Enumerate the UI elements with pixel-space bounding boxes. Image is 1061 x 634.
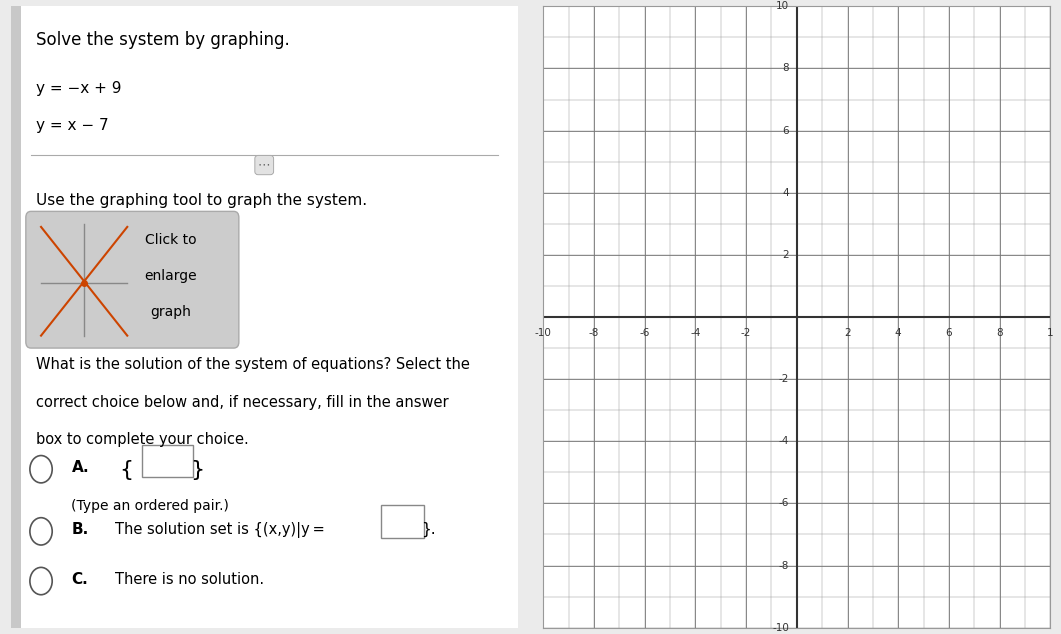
- Text: y = x − 7: y = x − 7: [36, 118, 108, 133]
- Text: A.: A.: [71, 460, 89, 475]
- FancyBboxPatch shape: [25, 211, 239, 348]
- Text: box to complete your choice.: box to complete your choice.: [36, 432, 248, 447]
- Text: 8: 8: [783, 63, 789, 74]
- Text: 4: 4: [783, 188, 789, 198]
- Circle shape: [30, 518, 52, 545]
- Text: The solution set is {(x,y)|y =: The solution set is {(x,y)|y =: [115, 522, 325, 538]
- Text: }.: }.: [421, 522, 436, 537]
- FancyBboxPatch shape: [11, 6, 518, 628]
- Text: (Type an ordered pair.): (Type an ordered pair.): [71, 499, 229, 513]
- Text: correct choice below and, if necessary, fill in the answer: correct choice below and, if necessary, …: [36, 394, 449, 410]
- Text: 6: 6: [783, 126, 789, 136]
- Text: -2: -2: [779, 374, 789, 384]
- Text: Click to: Click to: [144, 233, 196, 247]
- Text: -10: -10: [535, 328, 552, 338]
- Text: B.: B.: [71, 522, 89, 537]
- FancyBboxPatch shape: [142, 445, 193, 477]
- Text: -2: -2: [741, 328, 751, 338]
- Text: -4: -4: [779, 436, 789, 446]
- Text: 1: 1: [1047, 328, 1054, 338]
- Text: Use the graphing tool to graph the system.: Use the graphing tool to graph the syste…: [36, 193, 367, 208]
- Text: 4: 4: [894, 328, 902, 338]
- Text: 2: 2: [783, 250, 789, 260]
- Text: graph: graph: [150, 305, 191, 319]
- Text: -6: -6: [779, 498, 789, 508]
- Text: 8: 8: [996, 328, 1003, 338]
- Text: 10: 10: [776, 1, 789, 11]
- Text: ⋯: ⋯: [258, 158, 271, 172]
- Text: }: }: [191, 460, 205, 480]
- Text: -6: -6: [640, 328, 649, 338]
- Text: C.: C.: [71, 572, 88, 586]
- Circle shape: [30, 456, 52, 483]
- Text: -8: -8: [589, 328, 599, 338]
- Circle shape: [30, 567, 52, 595]
- Text: {: {: [120, 460, 134, 480]
- Text: -4: -4: [690, 328, 700, 338]
- Text: 2: 2: [845, 328, 851, 338]
- Text: -8: -8: [779, 560, 789, 571]
- Text: There is no solution.: There is no solution.: [115, 572, 264, 586]
- FancyBboxPatch shape: [11, 6, 21, 628]
- FancyBboxPatch shape: [381, 505, 424, 538]
- Text: enlarge: enlarge: [144, 269, 196, 283]
- Text: Solve the system by graphing.: Solve the system by graphing.: [36, 31, 290, 49]
- Text: What is the solution of the system of equations? Select the: What is the solution of the system of eq…: [36, 358, 470, 372]
- Text: -10: -10: [772, 623, 789, 633]
- Text: y = −x + 9: y = −x + 9: [36, 81, 121, 96]
- Text: 6: 6: [945, 328, 953, 338]
